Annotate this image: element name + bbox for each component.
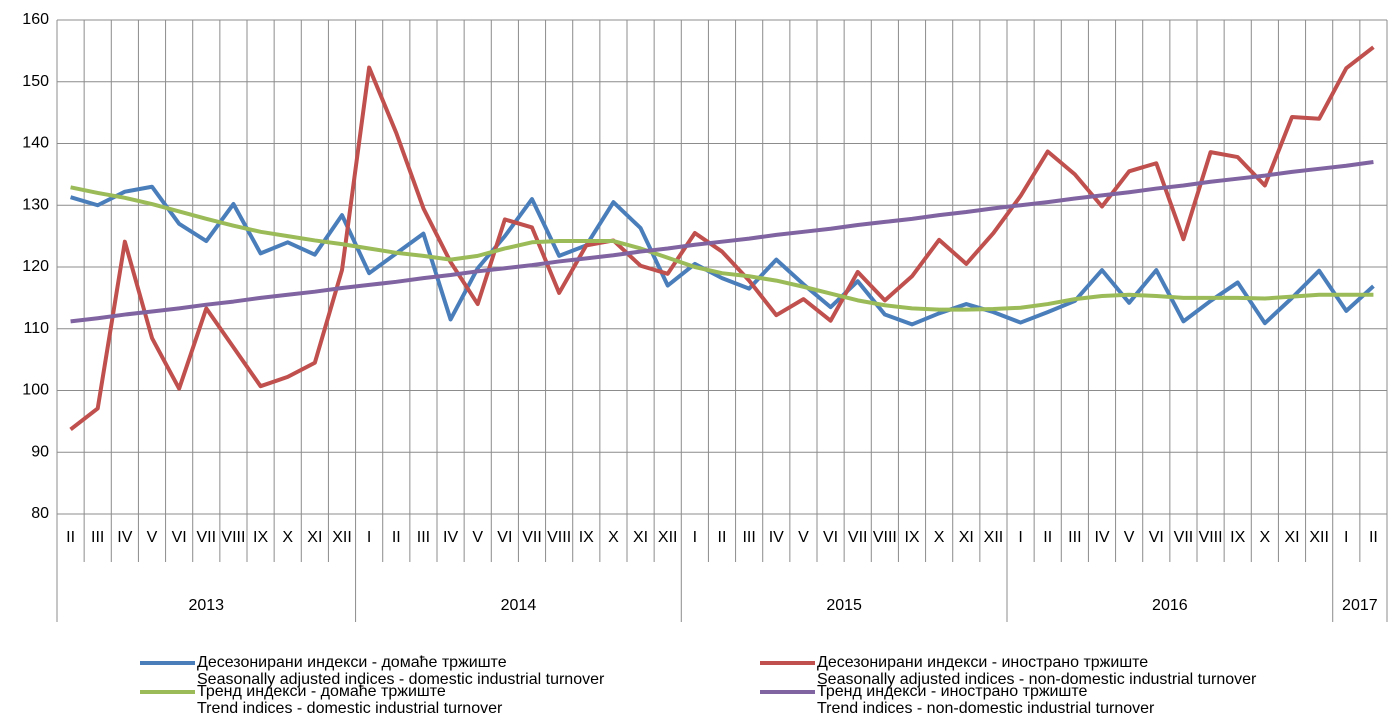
x-tick-label: X	[282, 529, 293, 546]
series-line	[69, 45, 1375, 431]
x-tick-label: VI	[1149, 529, 1164, 546]
x-tick-label: IX	[904, 529, 919, 546]
x-tick-label: III	[91, 529, 104, 546]
series-line	[70, 184, 1375, 327]
y-tick-label: 150	[22, 73, 49, 90]
legend-label: Десезонирани индекси - иностранo тржиште	[817, 654, 1148, 671]
y-tick-label: 120	[22, 258, 49, 275]
x-tick-label: I	[367, 529, 371, 546]
x-tick-label: VI	[497, 529, 512, 546]
x-tick-label: V	[147, 529, 158, 546]
x-tick-label: V	[472, 529, 483, 546]
x-tick-label: VII	[197, 529, 217, 546]
x-tick-label: XI	[1284, 529, 1299, 546]
x-tick-label: II	[392, 529, 401, 546]
x-tick-label: III	[742, 529, 755, 546]
x-tick-label: IX	[579, 529, 594, 546]
legend-label: Тренд индекси - домаће тржиште	[197, 683, 446, 700]
y-tick-label: 110	[23, 320, 49, 337]
x-group-label: 2015	[826, 597, 862, 614]
x-tick-label: XII	[984, 529, 1004, 546]
legend-label-en: Trend indices - domestic industrial turn…	[197, 700, 503, 716]
x-tick-label: VIII	[873, 529, 897, 546]
x-tick-label: IX	[1230, 529, 1245, 546]
x-tick-label: IV	[769, 529, 784, 546]
x-tick-label: IV	[117, 529, 132, 546]
y-tick-label: 80	[31, 505, 49, 522]
x-tick-label: II	[1043, 529, 1052, 546]
x-tick-label: XI	[633, 529, 648, 546]
x-tick-label: XI	[959, 529, 974, 546]
legend-label-en: Trend indices - non-domestic industrial …	[817, 700, 1155, 716]
x-tick-label: V	[798, 529, 809, 546]
x-tick-label: II	[66, 529, 75, 546]
x-tick-label: VII	[1174, 529, 1194, 546]
y-tick-label: 140	[22, 135, 49, 152]
x-tick-label: V	[1124, 529, 1135, 546]
y-tick-label: 100	[22, 382, 49, 399]
x-group-label: 2017	[1342, 597, 1378, 614]
x-tick-label: X	[1260, 529, 1271, 546]
y-tick-label: 90	[31, 443, 49, 460]
x-tick-label: VIII	[547, 529, 571, 546]
x-tick-label: XII	[658, 529, 678, 546]
x-tick-label: III	[417, 529, 430, 546]
legend-label-en: Seasonally adjusted indices - non-domest…	[817, 671, 1257, 688]
x-tick-label: II	[718, 529, 727, 546]
x-tick-label: VII	[848, 529, 868, 546]
legend-label: Десезонирани индекси - домаће тржиште	[197, 654, 507, 671]
x-tick-label: VII	[522, 529, 542, 546]
x-group-label: 2014	[501, 597, 537, 614]
x-tick-label: I	[693, 529, 697, 546]
series-line	[70, 160, 1374, 324]
x-tick-label: IV	[1094, 529, 1109, 546]
y-tick-label: 130	[22, 196, 49, 213]
x-tick-label: I	[1344, 529, 1348, 546]
series-line	[70, 185, 1374, 312]
x-tick-label: XII	[1309, 529, 1329, 546]
x-tick-label: X	[934, 529, 945, 546]
x-tick-label: X	[608, 529, 619, 546]
legend-label-en: Seasonally adjusted indices - domestic i…	[197, 671, 605, 688]
x-tick-label: VI	[172, 529, 187, 546]
x-tick-label: VI	[823, 529, 838, 546]
x-tick-label: IX	[253, 529, 268, 546]
x-tick-label: IV	[443, 529, 458, 546]
x-tick-label: VIII	[1199, 529, 1223, 546]
x-tick-label: II	[1369, 529, 1378, 546]
x-group-label: 2016	[1152, 597, 1188, 614]
x-tick-label: XII	[332, 529, 352, 546]
x-group-label: 2013	[188, 597, 224, 614]
x-tick-label: I	[1018, 529, 1022, 546]
x-tick-label: III	[1068, 529, 1081, 546]
x-tick-label: XI	[307, 529, 322, 546]
y-tick-label: 160	[22, 11, 49, 28]
x-tick-label: VIII	[221, 529, 245, 546]
legend-label: Тренд индекси - иностранo тржиште	[817, 683, 1087, 700]
